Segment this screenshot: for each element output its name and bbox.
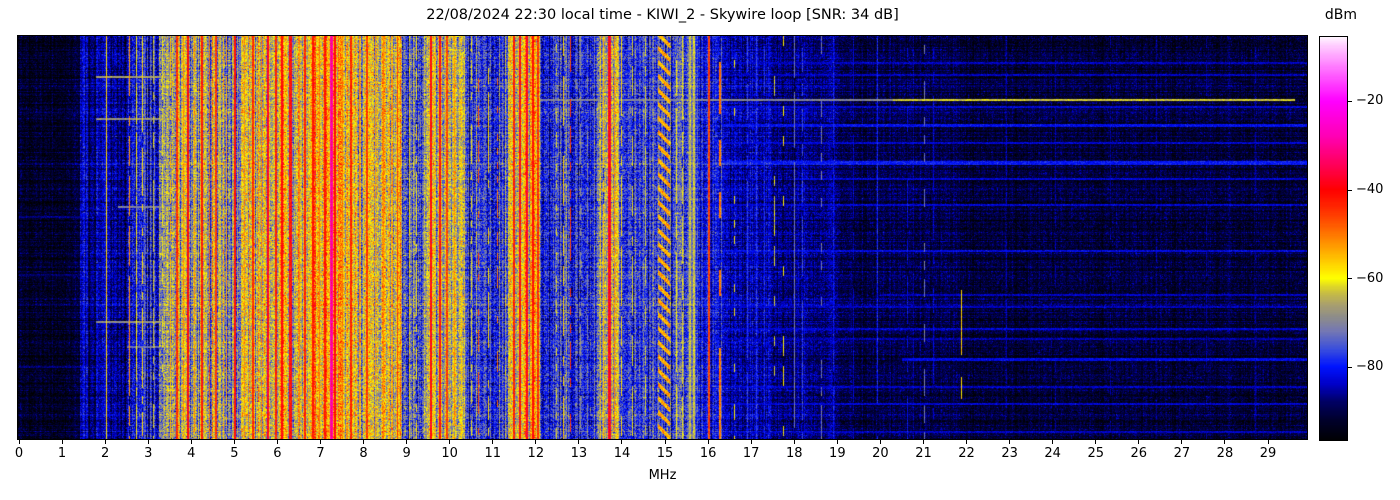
colorbar-gradient bbox=[1320, 37, 1347, 440]
x-tick-label: 7 bbox=[316, 446, 325, 461]
x-tick-mark bbox=[664, 440, 666, 444]
colorbar-frame bbox=[1319, 36, 1348, 441]
x-tick-mark bbox=[578, 440, 580, 444]
x-tick-mark bbox=[319, 440, 321, 444]
spectrogram-heatmap bbox=[18, 36, 1307, 439]
x-tick-mark bbox=[836, 440, 838, 444]
x-tick-label: 29 bbox=[1259, 446, 1277, 461]
x-tick-label: 21 bbox=[915, 446, 932, 461]
x-tick-label: 11 bbox=[484, 446, 502, 461]
x-tick-mark bbox=[18, 440, 20, 444]
x-tick-mark bbox=[707, 440, 709, 444]
x-tick-mark bbox=[922, 440, 924, 444]
colorbar-unit-label: dBm bbox=[1324, 7, 1358, 23]
colorbar-tick-mark bbox=[1348, 190, 1352, 191]
x-tick-mark bbox=[449, 440, 451, 444]
x-tick-label: 2 bbox=[100, 446, 110, 461]
x-tick-mark bbox=[535, 440, 537, 444]
x-tick-mark bbox=[621, 440, 623, 444]
x-tick-label: 13 bbox=[570, 446, 588, 461]
x-axis-label: MHz bbox=[648, 468, 677, 483]
x-axis: 0 1 2 3 4 5 6 7 8 9 10 11 12 13 14 15 16 17 18 19 20 21 22 23 24… bbox=[15, 440, 1318, 466]
x-tick-mark bbox=[1181, 440, 1183, 444]
colorbar-tick-mark bbox=[1348, 101, 1352, 102]
x-tick-mark bbox=[1095, 440, 1097, 444]
x-tick-mark bbox=[750, 440, 752, 444]
x-tick-label: 5 bbox=[230, 446, 239, 461]
colorbar-tick-label: −80 bbox=[1356, 359, 1384, 374]
x-tick-mark bbox=[879, 440, 881, 444]
x-tick-label: 6 bbox=[273, 446, 282, 461]
x-tick-label: 28 bbox=[1216, 446, 1234, 461]
x-tick-label: 1 bbox=[57, 446, 67, 461]
x-tick-label: 27 bbox=[1173, 446, 1191, 461]
x-tick-mark bbox=[1224, 440, 1226, 444]
x-tick-mark bbox=[147, 440, 149, 444]
x-tick-label: 4 bbox=[187, 446, 196, 461]
x-tick-mark bbox=[190, 440, 192, 444]
x-tick-mark bbox=[1267, 440, 1269, 444]
x-tick-label: 10 bbox=[441, 446, 458, 461]
colorbar-tick-label: −40 bbox=[1356, 182, 1384, 197]
colorbar-tick-mark bbox=[1348, 278, 1352, 279]
x-tick-label: 20 bbox=[872, 446, 889, 461]
x-tick-mark bbox=[233, 440, 235, 444]
x-tick-label: 9 bbox=[402, 446, 411, 461]
x-tick-mark bbox=[1138, 440, 1140, 444]
x-tick-mark bbox=[793, 440, 795, 444]
x-tick-label: 22 bbox=[958, 446, 975, 461]
x-tick-label: 0 bbox=[14, 446, 24, 461]
x-tick-label: 15 bbox=[656, 446, 674, 461]
x-tick-mark bbox=[363, 440, 365, 444]
x-tick-label: 23 bbox=[1001, 446, 1018, 461]
colorbar-tick-label: −20 bbox=[1356, 93, 1384, 108]
x-tick-label: 12 bbox=[527, 446, 545, 461]
x-tick-label: 26 bbox=[1130, 446, 1148, 461]
x-tick-label: 19 bbox=[829, 446, 846, 461]
x-tick-label: 8 bbox=[359, 446, 368, 461]
x-tick-label: 25 bbox=[1087, 446, 1105, 461]
x-tick-mark bbox=[104, 440, 106, 444]
x-tick-mark bbox=[276, 440, 278, 444]
x-tick-label: 17 bbox=[742, 446, 760, 461]
x-tick-mark bbox=[966, 440, 968, 444]
colorbar-tick-label: −60 bbox=[1356, 271, 1384, 286]
colorbar-tick-mark bbox=[1348, 367, 1352, 368]
x-tick-mark bbox=[1009, 440, 1011, 444]
x-tick-mark bbox=[406, 440, 408, 444]
chart-title: 22/08/2024 22:30 local time - KIWI_2 - S… bbox=[426, 7, 899, 23]
spectrogram-plot-frame bbox=[17, 35, 1308, 440]
x-tick-label: 14 bbox=[613, 446, 631, 461]
x-tick-mark bbox=[1052, 440, 1054, 444]
x-tick-mark bbox=[492, 440, 494, 444]
x-tick-label: 24 bbox=[1044, 446, 1061, 461]
x-tick-label: 16 bbox=[699, 446, 717, 461]
x-tick-label: 3 bbox=[144, 446, 153, 461]
x-tick-mark bbox=[61, 440, 63, 444]
x-tick-label: 18 bbox=[785, 446, 803, 461]
